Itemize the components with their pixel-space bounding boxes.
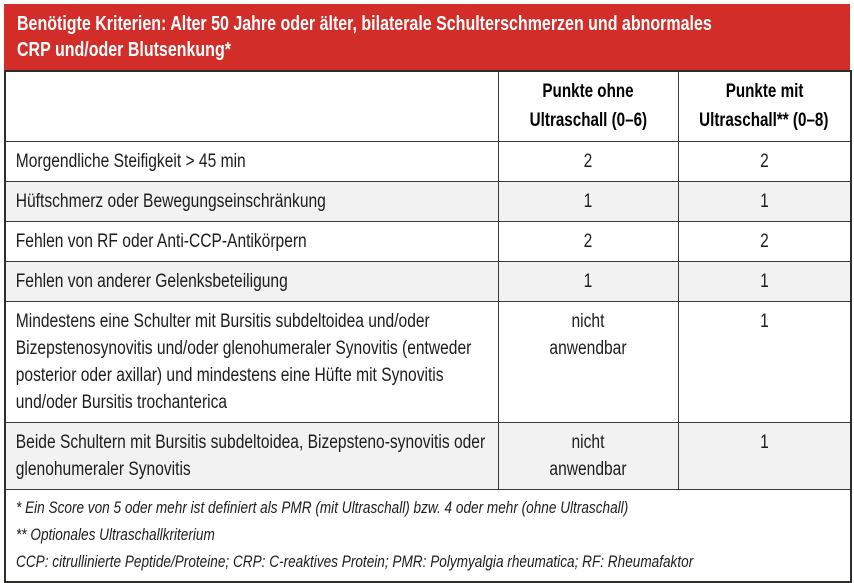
column-header-row: Punkte ohne Ultraschall (0–6) Punkte mit…: [4, 70, 852, 142]
points-with-cell: 2: [677, 220, 852, 262]
table-row: Fehlen von anderer Gelenksbeteiligung 1 …: [4, 260, 852, 302]
table-row: Beide Schultern mit Bursitis subdeltoide…: [4, 421, 852, 490]
footnotes-row: * Ein Score von 5 oder mehr ist definier…: [4, 488, 852, 582]
points-with-ultrasound-header: Punkte mit Ultraschall** (0–8): [677, 70, 852, 142]
criterion-column-header-empty: [4, 70, 499, 142]
points-with-cell: 2: [677, 140, 852, 182]
points-with-cell: 1: [677, 300, 852, 423]
criterion-cell: Fehlen von RF oder Anti-CCP-Antikörpern: [4, 220, 499, 262]
points-without-cell: 1: [497, 180, 679, 222]
points-without-ultrasound-header: Punkte ohne Ultraschall (0–6): [497, 70, 679, 142]
criterion-cell: Fehlen von anderer Gelenksbeteiligung: [4, 260, 499, 302]
footnote-optional-ultrasound: ** Optionales Ultraschallkriterium: [16, 524, 215, 544]
table-row: Morgendliche Steifigkeit > 45 min 2 2: [4, 140, 852, 182]
footnotes: * Ein Score von 5 oder mehr ist definier…: [4, 488, 852, 582]
points-with-cell: 1: [677, 180, 852, 222]
points-without-cell: 1: [497, 260, 679, 302]
footnote-abbreviations: CCP: citrullinierte Peptide/Proteine; CR…: [16, 551, 694, 571]
points-without-cell: nicht anwendbar: [497, 421, 679, 490]
table-row: Mindestens eine Schulter mit Bursitis su…: [4, 300, 852, 423]
points-with-cell: 1: [677, 421, 852, 490]
criterion-cell: Hüftschmerz oder Bewegungseinschränkung: [4, 180, 499, 222]
points-without-cell: 2: [497, 140, 679, 182]
required-criteria-banner: Benötigte Kriterien: Alter 50 Jahre oder…: [4, 4, 850, 70]
criterion-cell: Beide Schultern mit Bursitis subdeltoide…: [4, 421, 499, 490]
points-without-cell: 2: [497, 220, 679, 262]
points-without-cell: nicht anwendbar: [497, 300, 679, 423]
table-row: Hüftschmerz oder Bewegungseinschränkung …: [4, 180, 852, 222]
banner-line-1: Benötigte Kriterien: Alter 50 Jahre oder…: [17, 13, 712, 35]
table-row: Fehlen von RF oder Anti-CCP-Antikörpern …: [4, 220, 852, 262]
pmr-scoring-table: Punkte ohne Ultraschall (0–6) Punkte mit…: [4, 70, 852, 583]
banner-line-2: CRP und/oder Blutsenkung*: [17, 39, 231, 61]
criterion-cell: Morgendliche Steifigkeit > 45 min: [4, 140, 499, 182]
criterion-cell: Mindestens eine Schulter mit Bursitis su…: [4, 300, 499, 423]
points-with-cell: 1: [677, 260, 852, 302]
footnote-score-definition: * Ein Score von 5 oder mehr ist definier…: [16, 497, 629, 517]
